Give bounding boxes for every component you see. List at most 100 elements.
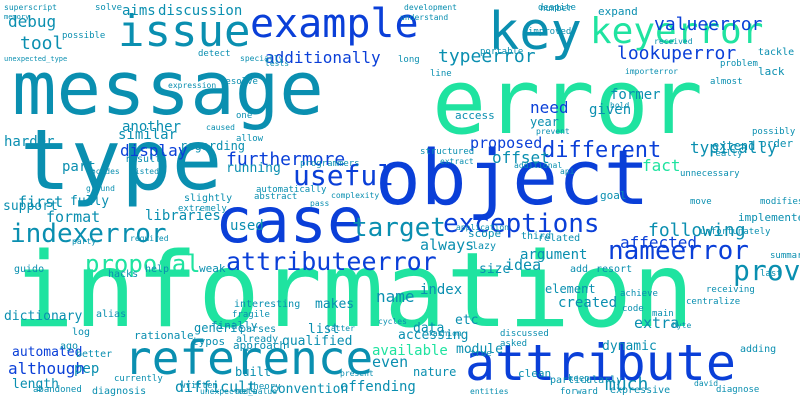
cloud-word: attribute	[465, 334, 736, 392]
cloud-word: third	[521, 231, 552, 242]
cloud-word: length	[12, 377, 59, 392]
cloud-word: proposed	[470, 134, 543, 152]
cloud-word: achieve	[620, 289, 658, 299]
cloud-word: move	[690, 197, 712, 207]
cloud-word: offset	[492, 148, 550, 167]
cloud-word: extremely	[178, 204, 227, 214]
cloud-word: latter	[326, 324, 355, 333]
cloud-word: unfortunately	[700, 227, 771, 237]
cloud-word: caused	[206, 123, 235, 132]
cloud-word: unexpected_value	[200, 387, 278, 396]
cloud-word: discussion	[158, 3, 243, 19]
cloud-word: name	[376, 287, 415, 306]
cloud-word: slightly	[184, 193, 233, 204]
cloud-word: regarding	[180, 139, 246, 153]
cloud-word: application	[456, 223, 509, 232]
cloud-word: offending	[340, 379, 416, 395]
cloud-word: parses	[240, 324, 277, 335]
cloud-word: tackle	[758, 47, 795, 58]
cloud-word: difficult	[175, 378, 257, 396]
cloud-word: listed	[130, 167, 159, 176]
cloud-word: size	[479, 262, 511, 277]
cloud-word: add	[570, 264, 589, 275]
cloud-word: programmers	[300, 159, 360, 169]
cloud-word: related	[538, 233, 581, 244]
cloud-word: former	[610, 87, 661, 103]
cloud-word: useful	[293, 159, 395, 192]
cloud-word: api	[560, 167, 575, 176]
cloud-word: approach	[233, 339, 286, 352]
cloud-word: fully	[70, 194, 110, 209]
cloud-word: superscript	[4, 3, 57, 12]
cloud-word: interesting	[234, 299, 301, 310]
cloud-word: byte	[672, 321, 692, 330]
cloud-word: allow	[236, 134, 264, 144]
cloud-word: similar	[118, 127, 178, 143]
cloud-word: entities	[470, 387, 509, 396]
cloud-word: possible	[62, 31, 106, 41]
cloud-word: etc	[455, 313, 479, 328]
cloud-word: following	[648, 220, 746, 241]
cloud-word: running	[226, 161, 281, 176]
cloud-word: rationale	[134, 329, 194, 342]
cloud-word: opcodes	[86, 167, 120, 176]
cloud-word: complexity	[331, 191, 380, 200]
cloud-word: format	[46, 208, 101, 226]
cloud-word: created	[558, 295, 618, 311]
cloud-word: diagnosis	[92, 386, 147, 397]
cloud-word: order	[760, 137, 794, 150]
cloud-word: receiving	[706, 285, 755, 295]
cloud-word: asked	[500, 339, 528, 349]
cloud-word: received	[654, 37, 693, 46]
cloud-word: lookuperror	[617, 43, 737, 64]
cloud-word: resolve	[220, 77, 258, 87]
cloud-word: solve	[95, 3, 123, 13]
cloud-word: fact	[642, 156, 681, 175]
cloud-word: portable	[480, 47, 524, 57]
cloud-word: log	[72, 327, 91, 338]
cloud-word: message	[12, 46, 324, 132]
cloud-word: example	[250, 1, 419, 47]
cloud-word: lack	[758, 65, 785, 78]
cloud-word: hold	[610, 101, 630, 110]
cloud-word: display	[120, 141, 188, 160]
cloud-word: typos	[192, 335, 226, 348]
cloud-word: theory	[248, 382, 281, 392]
cloud-word: convention	[270, 382, 349, 397]
cloud-word: another	[122, 119, 182, 135]
cloud-word: meta	[236, 387, 258, 397]
cloud-word: implemented	[738, 211, 800, 224]
cloud-word: present	[340, 369, 374, 378]
cloud-word: forward	[560, 387, 598, 397]
cloud-word: extend	[712, 139, 756, 153]
cloud-word: adding	[740, 344, 777, 355]
cloud-word: given	[589, 102, 632, 118]
cloud-word: one	[236, 111, 253, 121]
cloud-word: element	[545, 282, 596, 296]
cloud-word: guido	[14, 264, 45, 275]
cloud-word: idea	[505, 256, 542, 274]
cloud-word: result	[125, 154, 162, 165]
cloud-word: alias	[96, 309, 127, 320]
cloud-word: goal	[600, 189, 627, 202]
cloud-word: need	[530, 98, 569, 117]
cloud-word: access	[455, 109, 495, 122]
cloud-word: tests	[265, 59, 290, 68]
cloud-word: makes	[315, 297, 355, 312]
cloud-word: abstract	[254, 192, 298, 202]
cloud-word: generic	[194, 321, 245, 335]
cloud-word: weak	[199, 262, 226, 275]
cloud-word: nature	[413, 365, 457, 379]
cloud-word: code	[622, 304, 644, 314]
cloud-word: hacks	[108, 269, 139, 280]
cloud-word: reference	[124, 331, 374, 385]
cloud-word: pass	[310, 199, 330, 208]
cloud-word: summarizing	[770, 251, 800, 261]
cloud-word: currently	[114, 374, 163, 384]
cloud-word: much	[605, 374, 649, 395]
cloud-word: ago	[60, 341, 79, 352]
cloud-word: particularly	[550, 375, 623, 386]
cloud-word: lazy	[472, 241, 497, 252]
cloud-word: unexpected_type	[4, 55, 68, 63]
